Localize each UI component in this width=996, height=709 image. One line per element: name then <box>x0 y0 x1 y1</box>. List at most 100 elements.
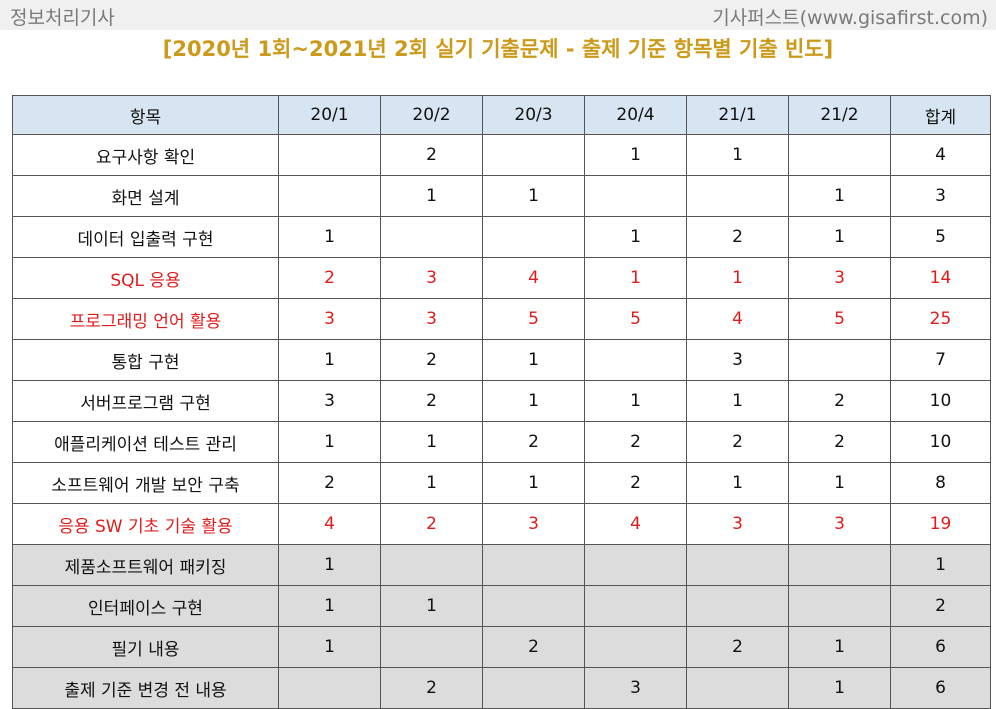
table-cell <box>788 544 891 586</box>
table-header: 항목 20/1 20/2 20/3 20/4 21/1 21/2 합계 <box>12 95 991 135</box>
table-cell: 2 <box>482 626 585 668</box>
table-body: 요구사항 확인 2 1 1 4 화면 설계 1 1 1 3 데이터 입출력 구현 1 1 2 1 5 SQL 응… <box>12 134 991 709</box>
row-label-cell: 통합 구현 <box>12 339 279 381</box>
row-label-cell: 화면 설계 <box>12 175 279 217</box>
table-cell: 1 <box>686 462 789 504</box>
table-cell <box>686 175 789 217</box>
table-cell: 1 <box>584 257 687 299</box>
table-cell: 1 <box>584 380 687 422</box>
table-cell: 3 <box>788 503 891 545</box>
column-header: 20/3 <box>482 95 585 135</box>
top-bar: 정보처리기사 기사퍼스트(www.gisafirst.com) <box>0 0 996 30</box>
table-cell: 1 <box>890 544 991 586</box>
table-cell: 6 <box>890 667 991 709</box>
table-cell: 3 <box>482 503 585 545</box>
table-cell <box>380 544 483 586</box>
table-row: 애플리케이션 테스트 관리 1 1 2 2 2 2 10 <box>12 421 991 463</box>
table-cell: 3 <box>584 667 687 709</box>
page-title: [2020년 1회~2021년 2회 실기 기출문제 - 출제 기준 항목별 기… <box>162 37 834 61</box>
table-cell: 1 <box>788 667 891 709</box>
table-cell: 1 <box>278 216 381 258</box>
column-header: 20/4 <box>584 95 687 135</box>
table-cell <box>380 626 483 668</box>
table-row: 응용 SW 기초 기술 활용 4 2 3 4 3 3 19 <box>12 503 991 545</box>
table-cell <box>584 585 687 627</box>
frequency-table: 항목 20/1 20/2 20/3 20/4 21/1 21/2 합계 요구사항 확인 2 1 1 4… <box>12 95 991 709</box>
table-cell: 2 <box>380 667 483 709</box>
table-cell: 6 <box>890 626 991 668</box>
table-cell: 1 <box>788 216 891 258</box>
table-row: 요구사항 확인 2 1 1 4 <box>12 134 991 176</box>
table-cell: 1 <box>584 216 687 258</box>
table-cell <box>686 585 789 627</box>
column-header: 합계 <box>890 95 991 135</box>
table-cell: 1 <box>788 626 891 668</box>
table-cell <box>788 585 891 627</box>
table-cell: 3 <box>278 380 381 422</box>
table-cell <box>278 175 381 217</box>
table-row: 인터페이스 구현 1 1 2 <box>12 585 991 627</box>
table-cell: 3 <box>380 257 483 299</box>
table-cell <box>686 667 789 709</box>
table-row: 데이터 입출력 구현 1 1 2 1 5 <box>12 216 991 258</box>
table-cell: 2 <box>380 339 483 381</box>
table-cell: 4 <box>686 298 789 340</box>
table-cell <box>584 544 687 586</box>
row-label-cell: SQL 응용 <box>12 257 279 299</box>
table-cell: 3 <box>380 298 483 340</box>
table-cell: 1 <box>380 421 483 463</box>
table-row: 소프트웨어 개발 보안 구축 2 1 1 2 1 1 8 <box>12 462 991 504</box>
table-cell: 14 <box>890 257 991 299</box>
row-label-cell: 소프트웨어 개발 보안 구축 <box>12 462 279 504</box>
table-cell: 5 <box>482 298 585 340</box>
table-cell: 5 <box>584 298 687 340</box>
table-row: 화면 설계 1 1 1 3 <box>12 175 991 217</box>
table-cell: 1 <box>686 380 789 422</box>
table-cell <box>482 544 585 586</box>
table-cell: 3 <box>686 339 789 381</box>
table-cell <box>482 134 585 176</box>
table-cell: 10 <box>890 421 991 463</box>
table-row: 필기 내용 1 2 2 1 6 <box>12 626 991 668</box>
table-cell: 1 <box>278 626 381 668</box>
table-cell: 1 <box>278 339 381 381</box>
table-cell: 1 <box>686 134 789 176</box>
table-cell: 10 <box>890 380 991 422</box>
table-row: 제품소프트웨어 패키징 1 1 <box>12 544 991 586</box>
column-header: 20/2 <box>380 95 483 135</box>
table-row: 출제 기준 변경 전 내용 2 3 1 6 <box>12 667 991 709</box>
table-cell: 1 <box>686 257 789 299</box>
table-row: 서버프로그램 구현 3 2 1 1 1 2 10 <box>12 380 991 422</box>
row-label-cell: 서버프로그램 구현 <box>12 380 279 422</box>
table-cell: 1 <box>482 462 585 504</box>
table-cell: 1 <box>278 585 381 627</box>
table-row: SQL 응용 2 3 4 1 1 3 14 <box>12 257 991 299</box>
table-cell: 4 <box>584 503 687 545</box>
table-cell: 2 <box>686 626 789 668</box>
table-cell <box>686 544 789 586</box>
table-cell: 2 <box>278 257 381 299</box>
row-label-cell: 인터페이스 구현 <box>12 585 279 627</box>
table-cell <box>482 585 585 627</box>
table-cell: 2 <box>380 134 483 176</box>
table-cell: 4 <box>278 503 381 545</box>
table-cell: 2 <box>788 380 891 422</box>
table-cell: 2 <box>788 421 891 463</box>
table-cell: 3 <box>278 298 381 340</box>
table-cell: 4 <box>890 134 991 176</box>
table-cell: 1 <box>482 380 585 422</box>
brand-label: 정보처리기사 <box>10 7 115 29</box>
row-label-cell: 데이터 입출력 구현 <box>12 216 279 258</box>
table-cell <box>584 339 687 381</box>
table-cell: 1 <box>788 175 891 217</box>
table-cell: 1 <box>584 134 687 176</box>
table-cell <box>482 667 585 709</box>
table-cell: 1 <box>380 175 483 217</box>
table-cell: 2 <box>278 462 381 504</box>
row-label-cell: 응용 SW 기초 기술 활용 <box>12 503 279 545</box>
site-label: 기사퍼스트(www.gisafirst.com) <box>712 7 988 29</box>
table-cell: 8 <box>890 462 991 504</box>
table-cell: 3 <box>890 175 991 217</box>
table-cell: 2 <box>686 216 789 258</box>
table-cell: 2 <box>584 462 687 504</box>
